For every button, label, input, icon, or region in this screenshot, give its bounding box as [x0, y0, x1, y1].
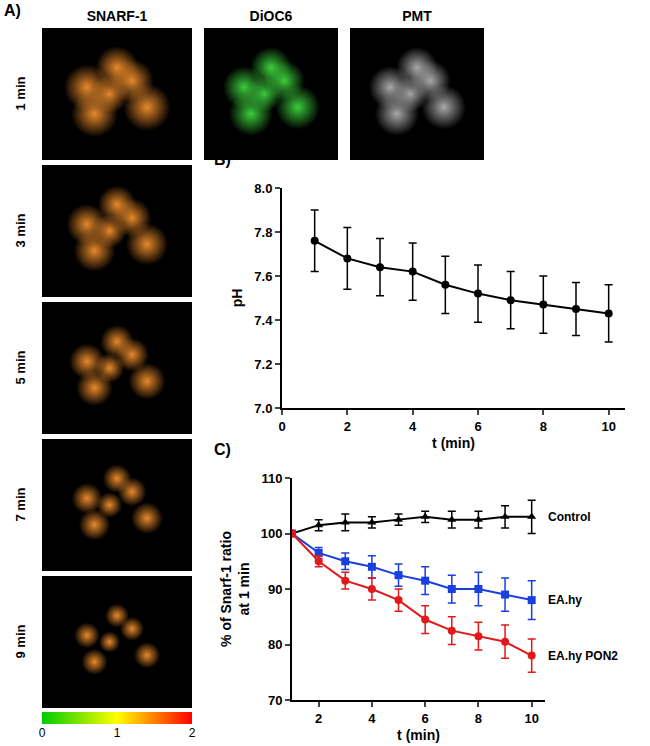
html-text:7 min: 7 min — [12, 487, 28, 522]
svg-text:10: 10 — [601, 419, 615, 434]
svg-text:% of Snarf-1 ratioat 1 min: % of Snarf-1 ratioat 1 min — [218, 531, 252, 647]
svg-text:90: 90 — [268, 582, 282, 597]
html-text:SNARF-1: SNARF-1 — [86, 8, 148, 24]
html-text:DiOC6: DiOC6 — [249, 8, 293, 24]
svg-text:6: 6 — [422, 711, 429, 726]
svg-text:2: 2 — [315, 711, 322, 726]
svg-text:70: 70 — [268, 693, 282, 708]
svg-text:2: 2 — [344, 419, 351, 434]
svg-text:EA.hy PON2: EA.hy PON2 — [548, 649, 618, 663]
html-text:1 min: 1 min — [12, 76, 28, 111]
html-text:A): A) — [4, 2, 21, 19]
html-text:1: 1 — [113, 726, 121, 740]
html-text:2: 2 — [188, 726, 196, 740]
html-text:9 min: 9 min — [12, 624, 28, 659]
svg-text:7.8: 7.8 — [254, 225, 272, 240]
svg-text:6: 6 — [474, 419, 481, 434]
svg-text:80: 80 — [268, 637, 282, 652]
html-text:PMT: PMT — [402, 8, 432, 24]
html-text:5 min: 5 min — [12, 350, 28, 385]
svg-text:C): C) — [214, 441, 231, 458]
svg-text:100: 100 — [261, 526, 283, 541]
svg-text:110: 110 — [261, 471, 282, 486]
svg-text:10: 10 — [524, 711, 538, 726]
svg-text:8: 8 — [540, 419, 547, 434]
svg-text:EA.hy: EA.hy — [548, 593, 582, 607]
svg-text:7.0: 7.0 — [254, 401, 272, 416]
svg-text:4: 4 — [368, 711, 376, 726]
svg-text:7.4: 7.4 — [254, 313, 273, 328]
svg-text:7.2: 7.2 — [254, 357, 272, 372]
svg-text:t (min): t (min) — [432, 435, 475, 451]
html-text:3 min: 3 min — [12, 213, 28, 248]
svg-text:pH: pH — [229, 289, 245, 308]
svg-text:8.0: 8.0 — [254, 181, 272, 196]
svg-text:4: 4 — [409, 419, 417, 434]
svg-text:8: 8 — [475, 711, 482, 726]
svg-text:0: 0 — [278, 419, 285, 434]
svg-text:7.6: 7.6 — [254, 269, 272, 284]
svg-text:t (min): t (min) — [397, 727, 440, 743]
svg-text:Control: Control — [548, 510, 591, 524]
html-text:0: 0 — [38, 726, 46, 740]
